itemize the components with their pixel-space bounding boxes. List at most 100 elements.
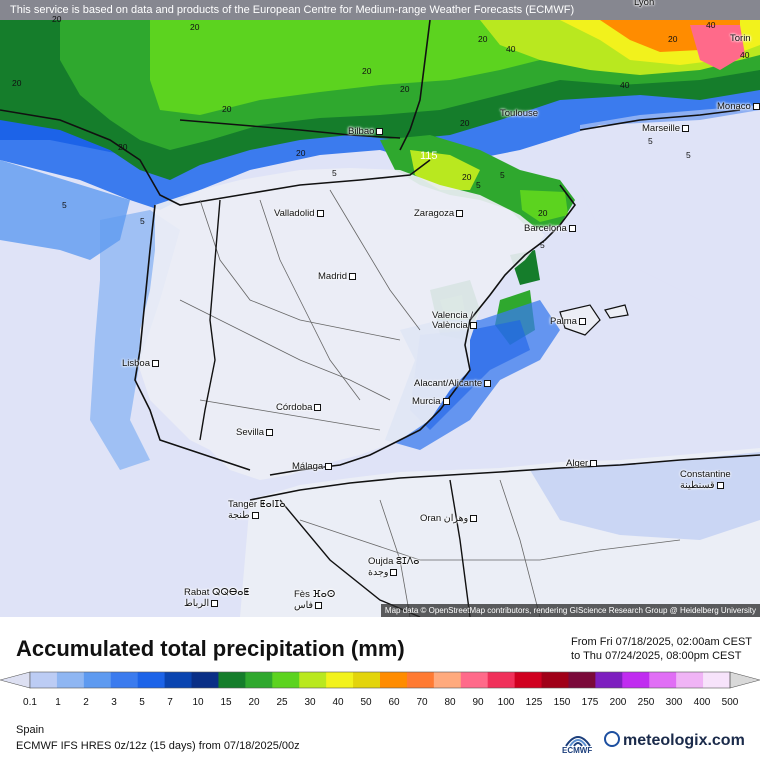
contour-label: 20	[362, 66, 372, 76]
legend-label: 0.1	[23, 697, 37, 708]
legend-cell	[30, 672, 58, 688]
region-name: Spain	[16, 724, 45, 736]
chart-title: Accumulated total precipitation (mm)	[16, 636, 405, 661]
precipitation-map[interactable]: This service is based on data and produc…	[0, 0, 760, 617]
legend-label: 1	[55, 697, 61, 708]
contour-label: 20	[460, 118, 470, 128]
contour-label: 5	[686, 150, 691, 160]
city-label: Marseille	[642, 123, 690, 134]
legend-cell	[218, 672, 246, 688]
legend-cell	[595, 672, 623, 688]
city-label: Oujda ⵓⵊⴷⴰ وجدة	[368, 556, 420, 578]
contour-label: 20	[52, 14, 62, 24]
city-label: Tanger ⵟⴰⵏⵊⴰ طنجة	[228, 499, 286, 521]
contour-label: 40	[706, 20, 716, 30]
ecmwf-notice: This service is based on data and produc…	[0, 0, 760, 20]
city-label: Sevilla	[236, 427, 273, 438]
legend-cell	[649, 672, 677, 688]
legend-cell	[514, 672, 543, 688]
city-label: Rabat ⵕⵕⴱⴰⵟ الرباط	[184, 587, 250, 609]
city-label: Alacant/Alicante	[414, 378, 492, 389]
city-label: Zaragoza	[414, 208, 464, 219]
legend-label: 50	[360, 697, 372, 708]
legend-cell	[541, 672, 569, 688]
legend-label: 150	[553, 697, 571, 708]
legend-label: 20	[248, 697, 260, 708]
legend-labels: 0.1 1 2 3 5 7 10 15 20 25 30 40 50 60 70 80 90 100 125 150 1…	[0, 697, 760, 711]
legend-label: 70	[416, 697, 428, 708]
city-label: Constantine قسنطينة	[680, 469, 731, 491]
contour-label: 20	[296, 148, 306, 158]
legend-cell	[299, 672, 327, 688]
legend-label: 10	[192, 697, 204, 708]
legend-label: 3	[111, 697, 117, 708]
legend-cell	[272, 672, 300, 688]
legend-label: 40	[332, 697, 344, 708]
contour-label: 5	[500, 170, 505, 180]
legend-label: 90	[472, 697, 484, 708]
city-label: Toulouse	[500, 108, 539, 119]
contour-label: 20	[400, 84, 410, 94]
legend-cell	[326, 672, 354, 688]
contour-label: 5	[476, 180, 481, 190]
contour-label: 20	[478, 34, 488, 44]
legend-label: 30	[304, 697, 316, 708]
legend-cell	[622, 672, 650, 688]
legend-label: 125	[525, 697, 543, 708]
contour-label: 5	[540, 240, 545, 250]
contour-label: 20	[222, 104, 232, 114]
city-label: Valencia / València	[432, 311, 492, 331]
legend-cell	[110, 672, 139, 688]
contour-label: 5	[62, 200, 67, 210]
city-label: Valladolid	[274, 208, 324, 219]
city-label: Lyon	[634, 0, 655, 8]
city-label: Oran وهران	[420, 513, 478, 524]
date-range: From Fri 07/18/2025, 02:00am CEST to Thu…	[571, 635, 752, 663]
city-label: Alger	[566, 458, 598, 469]
contour-label: 40	[506, 44, 516, 54]
date-from: From Fri 07/18/2025, 02:00am CEST	[571, 636, 752, 648]
contour-label: 5	[332, 168, 337, 178]
legend-cell	[487, 672, 516, 688]
meteologix-logo[interactable]: meteologix.com	[604, 731, 745, 750]
city-label: Fès ⴼⴰⵙ فاس	[294, 589, 336, 611]
legend-cell	[245, 672, 273, 688]
legend-label: 100	[497, 697, 515, 708]
legend-cell	[433, 672, 462, 688]
city-label: Lisboa	[122, 358, 159, 369]
legend-cell	[703, 672, 731, 688]
city-label: Monaco	[717, 101, 760, 112]
legend-label: 2	[83, 697, 89, 708]
legend-label: 175	[581, 697, 599, 708]
legend-cell	[568, 672, 596, 688]
contour-label: 20	[12, 78, 22, 88]
contour-label: 5	[648, 136, 653, 146]
legend-cell	[353, 672, 381, 688]
legend-cell	[191, 672, 219, 688]
legend-label: 250	[637, 697, 655, 708]
city-label: Torin	[730, 33, 751, 44]
legend-label: 60	[388, 697, 400, 708]
legend-cell	[83, 672, 112, 688]
map-attribution: Map data © OpenStreetMap contributors, r…	[380, 604, 760, 617]
city-label: Málaga	[292, 461, 333, 472]
city-label: Bilbao	[348, 126, 384, 137]
date-to: to Thu 07/24/2025, 08:00pm CEST	[571, 650, 742, 662]
legend-cell	[0, 671, 31, 689]
legend-label: 15	[220, 697, 232, 708]
legend-cell	[137, 672, 166, 688]
map-layer	[0, 19, 760, 617]
legend-label: 200	[609, 697, 627, 708]
legend-cell	[460, 672, 489, 688]
legend-label: 80	[444, 697, 456, 708]
legend-label: 500	[721, 697, 739, 708]
city-label: Madrid	[318, 271, 357, 282]
contour-label: 40	[740, 50, 750, 60]
ecmwf-logo-text: ECMWF	[562, 746, 593, 755]
city-label: Murcia	[412, 396, 450, 407]
city-label: Córdoba	[276, 402, 322, 413]
legend-label: 25	[276, 697, 288, 708]
contour-label: 20	[668, 34, 678, 44]
legend-label: 300	[665, 697, 683, 708]
legend-label: 7	[167, 697, 173, 708]
